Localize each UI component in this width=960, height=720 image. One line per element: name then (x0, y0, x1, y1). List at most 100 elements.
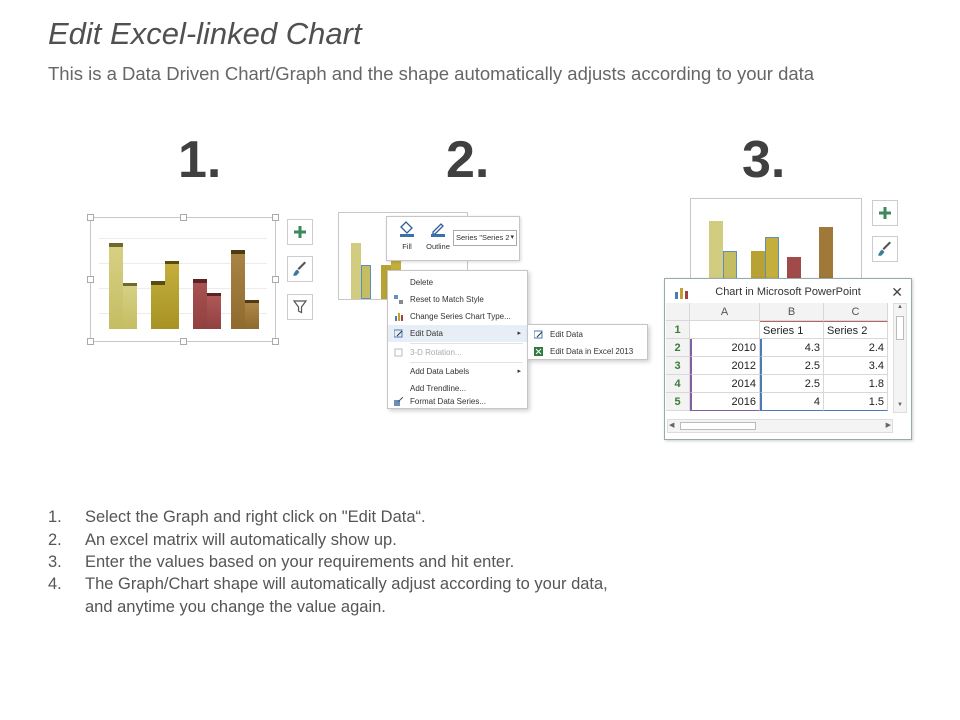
chart-type-icon (395, 313, 403, 321)
chart-bar (123, 283, 137, 329)
menu-item-delete[interactable]: Delete (388, 274, 527, 291)
data-cell[interactable]: 1.8 (824, 375, 888, 393)
submenu-item-edit-in-excel[interactable]: Edit Data in Excel 2013 (528, 343, 647, 360)
chart-panel-1[interactable] (87, 214, 279, 345)
data-cell[interactable]: Series 1 (760, 321, 824, 339)
data-cell[interactable]: 2012 (690, 357, 760, 375)
data-cell[interactable] (690, 321, 760, 339)
data-cell[interactable]: 4 (760, 393, 824, 411)
close-icon[interactable]: ✕ (891, 284, 903, 300)
menu-label: Reset to Match Style (410, 295, 484, 304)
chart-panel-3[interactable] (690, 198, 862, 288)
resize-handle[interactable] (87, 276, 94, 283)
menu-item-edit-data[interactable]: Edit Data ▸ (388, 325, 527, 342)
scroll-left-icon[interactable]: ◀ (669, 422, 675, 429)
data-cell[interactable]: 2.5 (760, 357, 824, 375)
list-text: An excel matrix will automatically show … (85, 531, 397, 549)
chart-bar (245, 300, 259, 329)
chart-icon (675, 288, 688, 299)
menu-item-add-data-labels[interactable]: Add Data Labels ▸ (388, 363, 527, 380)
chart-bar (151, 281, 165, 329)
resize-handle[interactable] (272, 338, 279, 345)
row-header[interactable]: 4 (666, 375, 690, 393)
menu-item-format-data-series[interactable]: Format Data Series... (388, 393, 527, 410)
list-number: 3. (48, 553, 62, 571)
chart-filters-button[interactable] (287, 294, 313, 320)
horizontal-scrollbar[interactable]: ◀ ▶ (667, 419, 893, 433)
resize-handle[interactable] (180, 214, 187, 221)
pen-icon (431, 223, 445, 237)
menu-label: Format Data Series... (410, 397, 487, 406)
plus-icon (879, 207, 891, 219)
row-header[interactable]: 2 (666, 339, 690, 357)
series-select[interactable]: Series "Series 2 ▾ (453, 230, 517, 246)
vertical-scrollbar[interactable]: ▲ ▼ (893, 303, 907, 413)
menu-item-add-trendline[interactable]: Add Trendline... (388, 380, 527, 397)
list-number: 2. (48, 531, 62, 549)
menu-label: Edit Data (550, 330, 583, 339)
column-header[interactable]: B (760, 303, 824, 321)
scroll-thumb[interactable] (680, 422, 756, 430)
resize-handle[interactable] (180, 338, 187, 345)
chart-styles-button[interactable] (287, 256, 313, 282)
data-cell[interactable]: 1.5 (824, 393, 888, 411)
series-select-value: Series "Series 2 (456, 233, 510, 242)
scroll-down-icon[interactable]: ▼ (897, 402, 903, 408)
column-header[interactable]: C (824, 303, 888, 321)
edit-data-icon (394, 329, 403, 338)
rotation-icon (394, 348, 403, 357)
menu-item-reset-style[interactable]: Reset to Match Style (388, 291, 527, 308)
chart-bar (207, 293, 221, 329)
data-cell[interactable]: 2014 (690, 375, 760, 393)
chart-elements-button[interactable] (287, 219, 313, 245)
column-header[interactable]: A (690, 303, 760, 321)
outline-button[interactable]: Outline (423, 221, 453, 257)
data-cell[interactable]: 2016 (690, 393, 760, 411)
row-header[interactable]: 1 (666, 321, 690, 339)
menu-label: 3-D Rotation... (410, 348, 462, 357)
chart-bar (109, 243, 123, 329)
menu-label: Edit Data in Excel 2013 (550, 347, 634, 356)
outline-label: Outline (426, 242, 450, 251)
excel-window: Chart in Microsoft PowerPoint ✕ A B C 1 … (664, 278, 912, 440)
chart-bar (819, 227, 833, 287)
resize-handle[interactable] (87, 214, 94, 221)
step-number-3: 3. (742, 131, 786, 189)
corner-cell[interactable] (666, 303, 690, 321)
list-number: 4. (48, 575, 62, 593)
plot-area (99, 228, 267, 329)
menu-label: Change Series Chart Type... (410, 312, 511, 321)
excel-icon (534, 347, 543, 356)
excel-window-title: Chart in Microsoft PowerPoint (715, 286, 861, 298)
chart-bar (381, 265, 391, 299)
fill-button[interactable]: Fill (393, 221, 421, 257)
chart-styles-button[interactable] (872, 236, 898, 262)
list-text: and anytime you change the value again. (85, 598, 386, 616)
resize-handle[interactable] (272, 214, 279, 221)
mini-toolbar: Fill Outline Series "Series 2 ▾ (386, 216, 520, 261)
data-cell[interactable]: 2.5 (760, 375, 824, 393)
data-cell[interactable]: Series 2 (824, 321, 888, 339)
edit-data-icon (534, 330, 543, 339)
step-number-2: 2. (446, 131, 490, 189)
resize-handle[interactable] (87, 338, 94, 345)
menu-item-change-chart-type[interactable]: Change Series Chart Type... (388, 308, 527, 325)
data-cell[interactable]: 3.4 (824, 357, 888, 375)
row-header[interactable]: 3 (666, 357, 690, 375)
page-subtitle: This is a Data Driven Chart/Graph and th… (48, 63, 815, 84)
row-header[interactable]: 5 (666, 393, 690, 411)
menu-label: Add Trendline... (410, 384, 467, 393)
scroll-up-icon[interactable]: ▲ (897, 304, 903, 310)
resize-handle[interactable] (272, 276, 279, 283)
chart-elements-button[interactable] (872, 200, 898, 226)
scroll-right-icon[interactable]: ▶ (885, 422, 891, 429)
data-cell[interactable]: 4.3 (760, 339, 824, 357)
submenu-item-edit-data[interactable]: Edit Data (528, 326, 647, 343)
list-text: The Graph/Chart shape will automatically… (85, 575, 608, 593)
brush-icon (293, 261, 306, 276)
page-title: Edit Excel-linked Chart (48, 16, 362, 51)
data-cell[interactable]: 2.4 (824, 339, 888, 357)
data-cell[interactable]: 2010 (690, 339, 760, 357)
scroll-thumb[interactable] (896, 316, 904, 340)
list-text: Enter the values based on your requireme… (85, 553, 515, 571)
